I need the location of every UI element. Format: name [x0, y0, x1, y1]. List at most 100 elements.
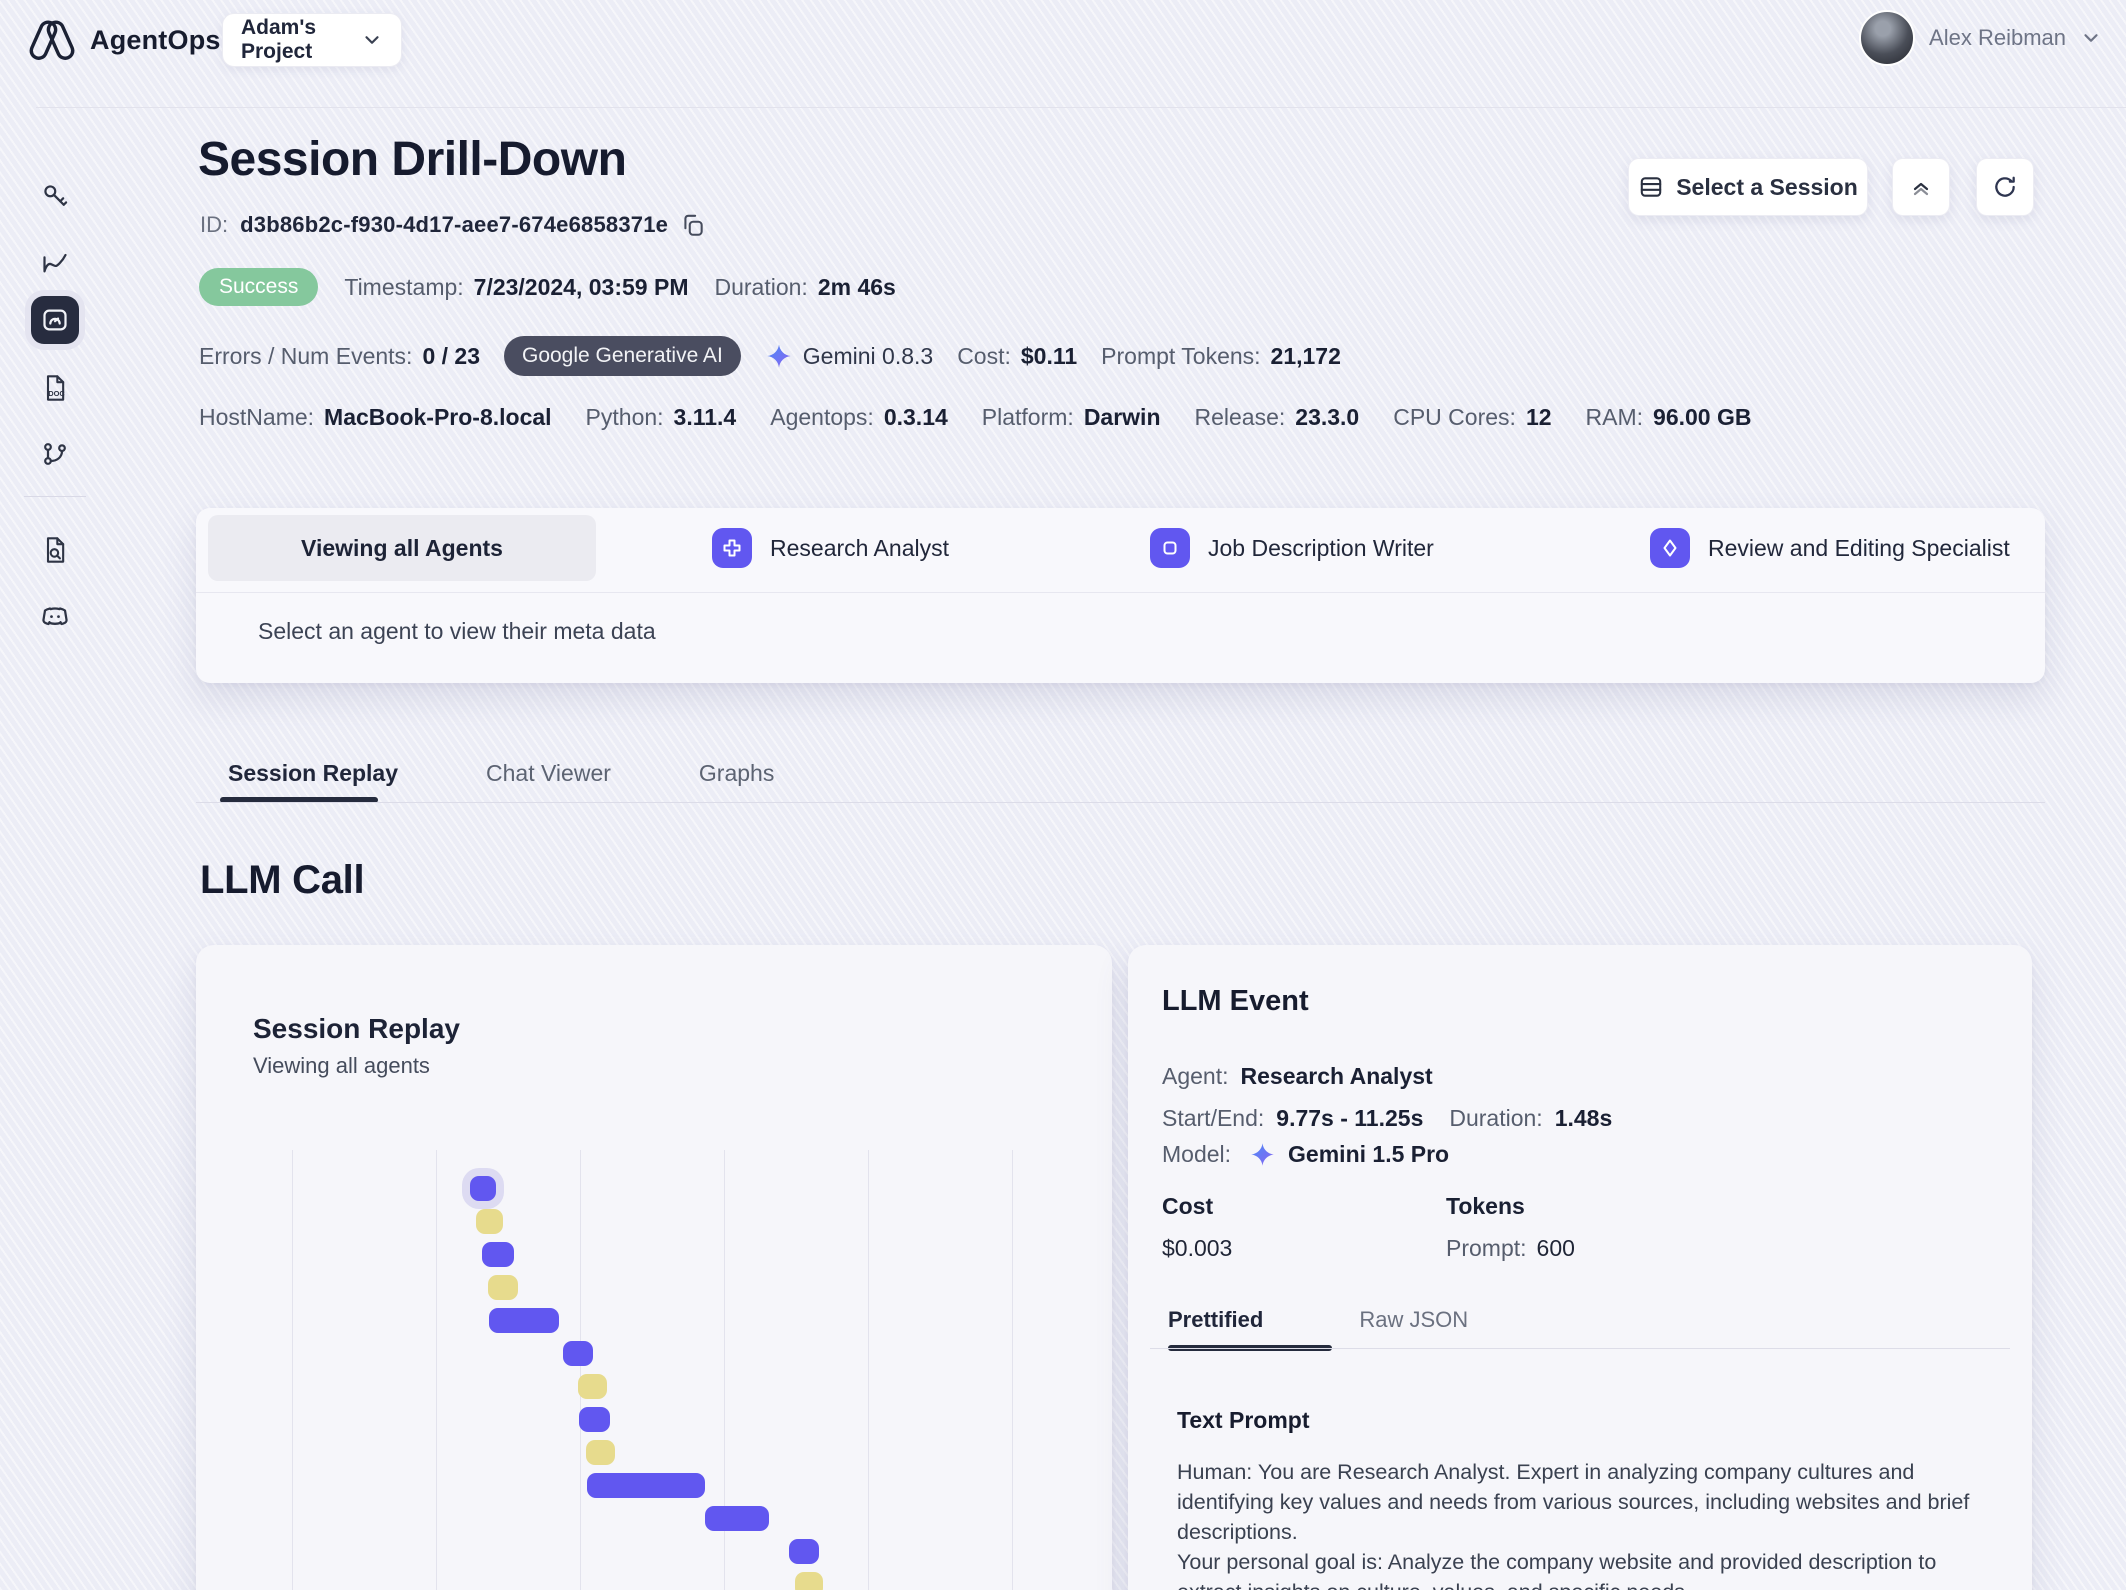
session-id-label: ID:: [200, 212, 229, 237]
gemini-star-icon: [765, 342, 793, 370]
agentops-value: 0.3.14: [883, 404, 948, 430]
event-time-row: Start/End: 9.77s - 11.25s Duration: 1.48…: [1162, 1105, 1612, 1132]
agent-tab-all[interactable]: Viewing all Agents: [208, 515, 596, 581]
prompt-tokens-label: Prompt Tokens:: [1101, 342, 1261, 369]
provider-badge: Google Generative AI: [503, 336, 741, 376]
errors-label: Errors / Num Events:: [199, 342, 413, 369]
sidebar-item-discord[interactable]: [31, 592, 79, 640]
gantt-bar-row-11[interactable]: [789, 1539, 819, 1564]
cpu-value: 12: [1525, 404, 1552, 430]
sidebar-item-api-keys[interactable]: [31, 172, 79, 220]
agentops-label: Agentops:: [770, 404, 874, 430]
refresh-icon: [1992, 174, 2018, 200]
ram-value: 96.00 GB: [1653, 404, 1752, 430]
replay-chart: [196, 945, 1112, 1590]
chart-gridline: [1012, 1150, 1013, 1590]
event-tabs-rule: [1150, 1348, 2010, 1349]
gantt-bar-row-3[interactable]: [488, 1275, 518, 1300]
user-menu[interactable]: Alex Reibman: [1859, 10, 2102, 66]
gantt-bar-row-0[interactable]: [470, 1176, 496, 1201]
chevron-down-icon: [2080, 27, 2102, 49]
duration-label: Duration:: [714, 273, 808, 300]
agent-tab-all-label: Viewing all Agents: [301, 534, 503, 561]
copy-icon[interactable]: [680, 212, 706, 238]
host-label: HostName:: [199, 404, 315, 430]
event-prompt-value: 600: [1536, 1235, 1575, 1261]
gantt-bar-row-10[interactable]: [705, 1506, 769, 1531]
user-name: Alex Reibman: [1929, 25, 2066, 50]
gantt-bar-row-2[interactable]: [482, 1242, 514, 1267]
gantt-bar-row-4[interactable]: [489, 1308, 559, 1333]
agent-tab-review-editing-specialist[interactable]: Review and Editing Specialist: [1650, 528, 2010, 568]
session-replay-card: Session Replay Viewing all agents: [196, 945, 1112, 1590]
platform-label: Platform:: [981, 404, 1074, 430]
sidebar-item-logs[interactable]: [31, 526, 79, 574]
event-model-value: Gemini 1.5 Pro: [1288, 1141, 1450, 1167]
timestamp-label: Timestamp:: [344, 273, 464, 300]
collapse-button[interactable]: [1892, 158, 1950, 216]
agent-tab-research-analyst[interactable]: Research Analyst: [712, 528, 949, 568]
release-label: Release:: [1194, 404, 1286, 430]
gantt-bar-row-7[interactable]: [579, 1407, 610, 1432]
gantt-bar-row-5[interactable]: [563, 1341, 593, 1366]
doc-file-icon: DOC: [41, 374, 69, 402]
refresh-button[interactable]: [1976, 158, 2034, 216]
tab-chat-viewer[interactable]: Chat Viewer: [486, 760, 611, 786]
gantt-bar-row-8[interactable]: [586, 1440, 615, 1465]
event-agent-value: Research Analyst: [1240, 1063, 1433, 1089]
header-divider: [36, 107, 2126, 108]
chart-gridline: [436, 1150, 437, 1590]
gantt-bar-row-12[interactable]: [795, 1572, 823, 1590]
sidebar: DOC: [0, 108, 110, 1590]
gantt-bar-row-1[interactable]: [476, 1209, 503, 1234]
brand: AgentOps.ai: [26, 14, 251, 66]
agent-tab-label: Job Description Writer: [1208, 534, 1434, 561]
gantt-bar-row-9[interactable]: [587, 1473, 705, 1498]
event-cost-value: $0.003: [1162, 1235, 1233, 1261]
sidebar-item-analytics[interactable]: [31, 238, 79, 286]
discord-icon: [40, 601, 70, 631]
review-editing-specialist-icon: [1650, 528, 1690, 568]
sidebar-item-sessions[interactable]: [31, 296, 79, 344]
table-icon: [1638, 174, 1664, 200]
avatar: [1859, 10, 1916, 66]
text-prompt-body: Human: You are Research Analyst. Expert …: [1177, 1457, 1987, 1590]
line-chart-icon: [41, 248, 69, 276]
event-prompt-tokens: Prompt: 600: [1446, 1235, 1575, 1262]
agent-tab-job-description-writer[interactable]: Job Description Writer: [1150, 528, 1434, 568]
job-description-writer-icon: [1150, 528, 1190, 568]
tab-session-replay[interactable]: Session Replay: [228, 760, 399, 786]
project-selector[interactable]: Adam's Project: [222, 13, 402, 67]
event-startend-value: 9.77s - 11.25s: [1276, 1105, 1424, 1131]
chart-gridline: [580, 1150, 581, 1590]
tab-graphs[interactable]: Graphs: [698, 760, 775, 786]
chart-gridline: [868, 1150, 869, 1590]
cost-value: $0.11: [1020, 342, 1078, 369]
tab-raw-json[interactable]: Raw JSON: [1359, 1307, 1469, 1332]
file-search-icon: [41, 536, 69, 564]
tab-prettified[interactable]: Prettified: [1168, 1307, 1264, 1332]
sidebar-divider: [24, 496, 86, 497]
top-bar: AgentOps.ai Adam's Project Alex Reibman: [0, 0, 2126, 78]
sidebar-item-traces[interactable]: [31, 430, 79, 478]
chart-gridline: [292, 1150, 293, 1590]
select-session-button[interactable]: Select a Session: [1628, 158, 1868, 216]
event-startend-label: Start/End:: [1162, 1105, 1265, 1131]
section-title: LLM Call: [200, 858, 365, 902]
replay-subtitle: Viewing all agents: [253, 1053, 430, 1078]
session-id-row: ID: d3b86b2c-f930-4d17-aee7-674e6858371e: [200, 212, 706, 238]
session-dashboard-icon: [41, 306, 69, 334]
event-model-row: Model: Gemini 1.5 Pro: [1162, 1141, 1449, 1168]
agent-hint: Select an agent to view their meta data: [258, 618, 656, 644]
model-version: Gemini 0.8.3: [802, 342, 934, 369]
tabs-rule: [196, 802, 2045, 803]
sidebar-item-docs[interactable]: DOC: [31, 364, 79, 412]
event-agent-label: Agent:: [1162, 1063, 1229, 1089]
replay-title: Session Replay: [253, 1013, 460, 1044]
meta-row-status: Success Timestamp: 7/23/2024, 03:59 PM D…: [199, 268, 896, 306]
chart-gridline: [724, 1150, 725, 1590]
event-agent-row: Agent: Research Analyst: [1162, 1063, 1433, 1090]
gantt-bar-row-6[interactable]: [578, 1374, 607, 1399]
release-value: 23.3.0: [1295, 404, 1360, 430]
